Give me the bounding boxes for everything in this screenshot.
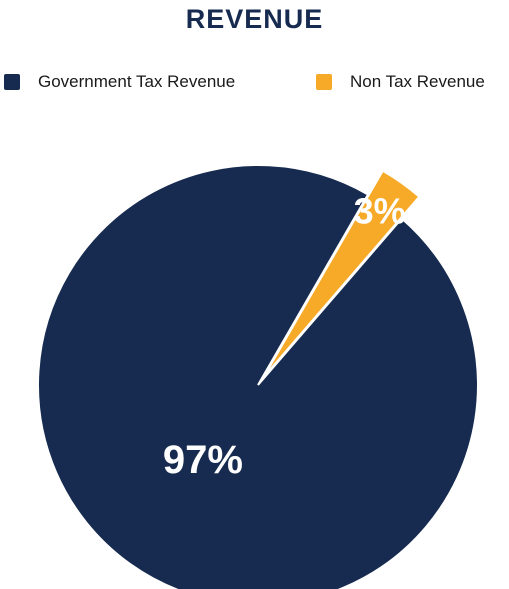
legend-swatch-government-tax-revenue xyxy=(4,74,20,90)
data-label-government-tax-revenue: 97% xyxy=(163,438,243,482)
legend-label-non-tax-revenue: Non Tax Revenue xyxy=(350,72,485,91)
legend-label-government-tax-revenue: Government Tax Revenue xyxy=(38,72,236,91)
legend-item-non-tax-revenue: Non Tax Revenue xyxy=(316,72,485,92)
chart-title: REVENUE xyxy=(185,4,324,34)
pie-slice-government-tax-revenue xyxy=(37,164,479,589)
legend-swatch-non-tax-revenue xyxy=(316,74,332,90)
data-label-non-tax-revenue: 3% xyxy=(354,190,406,231)
legend-item-government-tax-revenue: Government Tax Revenue xyxy=(4,72,235,92)
pie-slice-non-tax-revenue xyxy=(262,169,421,378)
